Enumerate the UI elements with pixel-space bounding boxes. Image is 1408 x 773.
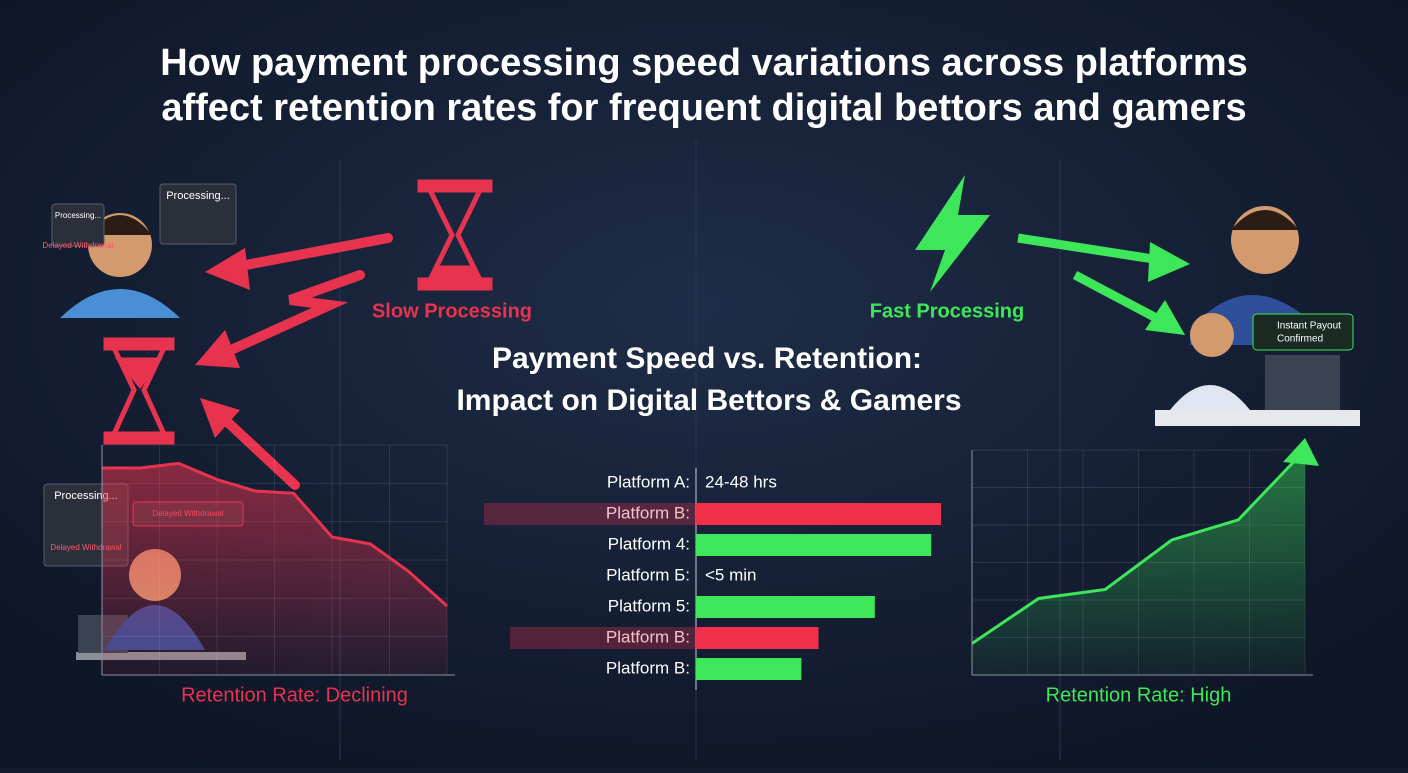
chart-label: Retention Rate: Declining	[181, 684, 408, 706]
title-line: How payment processing speed variations …	[160, 42, 1248, 84]
category-label: Platform B:	[606, 503, 690, 522]
bar	[696, 627, 819, 649]
notification-text: Confirmed	[1277, 334, 1323, 345]
hourglass-icon	[417, 179, 493, 291]
category-label: Platform B:	[606, 627, 690, 646]
bubble-text: Delayed Withdrawal	[42, 241, 113, 250]
category-label: Platform 4:	[608, 534, 690, 553]
bar-glow	[484, 503, 696, 525]
bubble-text: Processing...	[166, 190, 230, 202]
bubble-text: Delayed Withdrawal	[50, 543, 121, 552]
bar	[696, 596, 875, 618]
speech-bubble	[51, 203, 105, 247]
subtitle-line: Impact on Digital Bettors & Gamers	[456, 384, 961, 417]
bar	[696, 503, 941, 525]
chart-label: Retention Rate: High	[1046, 684, 1232, 706]
slow-label: Slow Processing	[372, 300, 532, 322]
subtitle-line: Payment Speed vs. Retention:	[492, 342, 922, 375]
area-fill	[102, 463, 447, 675]
bar-annotation: 24-48 hrs	[705, 472, 777, 491]
fast-label: Fast Processing	[870, 300, 1025, 322]
category-label: Platform Б:	[606, 565, 690, 584]
notification: Instant Payout Confirmed	[1252, 313, 1354, 351]
line	[971, 448, 1307, 645]
hourglass-icon	[103, 337, 175, 445]
category-label: Platform A:	[607, 472, 690, 491]
speech-bubble	[159, 183, 237, 245]
arrow	[195, 233, 393, 490]
category-label: Platform B:	[606, 658, 690, 677]
bar-annotation: <5 min	[705, 565, 757, 584]
category-label: Platform 5:	[608, 596, 690, 615]
line	[102, 461, 449, 608]
bubble-text: Processing...	[55, 211, 101, 220]
bar-glow	[510, 627, 696, 649]
notification-text: Instant Payout	[1277, 321, 1341, 332]
title-line: affect retention rates for frequent digi…	[161, 87, 1246, 129]
area-fill	[972, 450, 1305, 675]
bar	[696, 534, 932, 556]
lightning-icon	[915, 175, 990, 292]
bar	[696, 658, 802, 680]
arrow-head	[1283, 438, 1319, 466]
arrow	[1017, 233, 1190, 335]
desk-scene	[1155, 313, 1360, 426]
